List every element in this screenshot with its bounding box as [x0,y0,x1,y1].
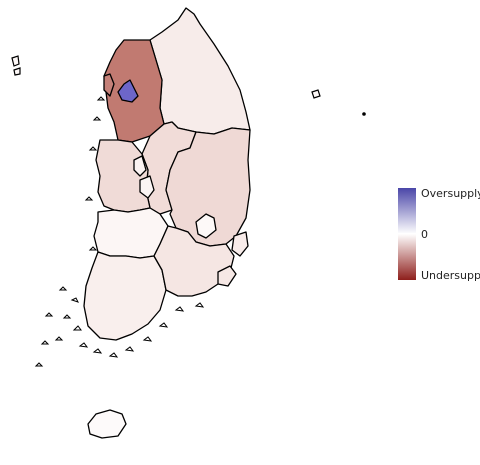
region-jeonnam [83,251,167,341]
southwest-archipelago [34,96,205,367]
region-ulsan [231,231,249,257]
island-ulleungdo [311,89,321,99]
legend-colorbar [398,188,416,280]
region-daegu [195,213,217,239]
legend-label-oversupply: Oversupply [421,187,480,200]
region-gangwon [149,7,251,135]
legend-label-undersupply: Undersupply [421,269,480,282]
legend-label-zero: 0 [421,228,428,241]
region-jeju [87,409,127,439]
region-seoul [117,79,139,103]
island-dokdo [362,112,366,116]
region-sejong [133,155,147,177]
legend-zero-tick [398,233,416,234]
region-chungnam [95,139,151,213]
island-northwest [11,55,20,67]
region-daejeon [139,175,155,199]
region-incheon [103,73,115,97]
island-northwest-2 [13,67,21,76]
region-busan [217,265,237,287]
